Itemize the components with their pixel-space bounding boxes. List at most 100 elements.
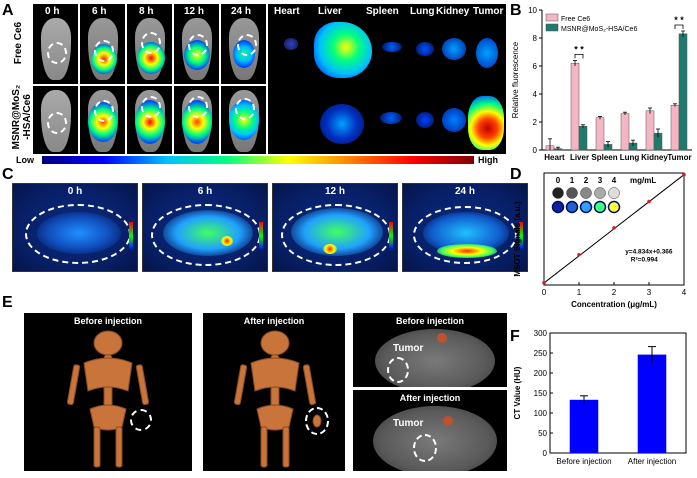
panel-label-e: E <box>2 294 13 311</box>
y-tick-label: 6 <box>533 62 538 71</box>
x-tick-label: Kidney <box>641 153 668 162</box>
y-tick-label: 0 <box>533 146 538 155</box>
x-tick-label: Liver <box>570 153 589 162</box>
significance-label: * * <box>674 15 684 25</box>
organ-label-liver: Liver <box>318 6 342 17</box>
time-label: 24 h <box>231 6 252 17</box>
x-tick-label: Spleen <box>591 153 617 162</box>
row-label-msnr-1: MSNR@MoS₂ <box>11 84 22 150</box>
data-point <box>577 252 581 257</box>
inset-phantom-heat <box>593 200 607 214</box>
y-tick-label: 300 <box>534 329 548 338</box>
x-tick-label: 4 <box>682 288 687 297</box>
panel-label-d: D <box>510 166 522 183</box>
bar <box>570 62 580 151</box>
time-label: 0 h <box>45 6 60 17</box>
inset-phantom-gray <box>552 187 564 199</box>
ct-slice-before: Before injection Tumor <box>353 313 507 387</box>
inset-phantom-gray <box>594 187 606 199</box>
ex-vivo-organ-image: Heart Liver Spleen Lung Kidney Tumor <box>268 4 506 154</box>
time-label: 6 h <box>92 6 107 17</box>
msot-time-label: 12 h <box>324 186 345 197</box>
chart-b-relative-fluorescence: 0 2 4 6 8 10 Relative fluorescence Heart Liver * … <box>511 6 692 162</box>
data-point <box>542 280 546 285</box>
organ-label-spleen: Spleen <box>366 6 399 17</box>
y-tick-label: 0 <box>543 449 548 458</box>
organ-label-kidney: Kidney <box>436 6 470 17</box>
bar <box>620 113 630 151</box>
y-tick-label: 50 <box>538 429 547 438</box>
fit-r2: R²=0.994 <box>631 257 658 264</box>
bar <box>595 117 605 151</box>
legend-label: MSNR@MoS₂-HSA/Ce6 <box>561 26 637 33</box>
x-tick-label: Lung <box>620 153 640 162</box>
colorbar-high-label: High <box>478 155 498 165</box>
y-tick-label: 8 <box>533 34 538 43</box>
ct-3d-image-before: Before injection <box>24 313 192 471</box>
msot-image-24h: 24 h <box>402 183 528 272</box>
inset-phantom-heat <box>565 200 579 214</box>
x-tick-label: Tumor <box>667 153 691 162</box>
skeleton-render-after <box>233 330 322 468</box>
whole-body-image-msnr-0h <box>33 86 78 154</box>
legend-swatch <box>545 13 559 22</box>
msot-image-0h: 0 h <box>12 183 138 272</box>
inset-phantom-heat <box>579 200 593 214</box>
whole-body-image-msnr-8h <box>127 86 172 154</box>
inset-phantom-heat <box>607 200 621 214</box>
msot-time-label: 24 h <box>454 186 475 197</box>
ct-slice-after: After injection Tumor <box>353 390 507 471</box>
intensity-colorbar <box>42 156 474 164</box>
ct-slice-title-after: After injection <box>399 393 461 403</box>
whole-body-image-free-ce6-24h: 24 h <box>221 4 266 84</box>
y-axis-label: Relative fluorescence <box>511 41 520 118</box>
y-tick-label: 200 <box>534 369 548 378</box>
inset-concentration-label: 3 <box>598 176 603 185</box>
whole-body-image-free-ce6-6h: 6 h <box>80 4 125 84</box>
ct-slice-title-before: Before injection <box>395 316 464 326</box>
y-tick-label: 4 <box>533 90 538 99</box>
inset-concentration-label: 4 <box>612 176 617 185</box>
row-label-msnr-2: -HSA/Ce6 <box>22 94 33 140</box>
time-label: 8 h <box>139 6 154 17</box>
x-axis-label: Concentration (μg/mL) <box>571 300 657 309</box>
tumor-label-after: Tumor <box>393 418 424 429</box>
y-tick-label: 150 <box>534 389 548 398</box>
whole-body-image-msnr-12h <box>174 86 219 154</box>
x-tick-label: Heart <box>544 153 565 162</box>
panel-label-c: C <box>2 166 14 183</box>
tumor-label-before: Tumor <box>393 343 424 354</box>
time-label: 12 h <box>184 6 205 17</box>
legend-label: Free Ce6 <box>561 16 590 23</box>
row-label-free-ce6: Free Ce6 <box>13 21 24 65</box>
inset-phantom-heat <box>551 200 565 214</box>
x-tick-label: 3 <box>647 288 652 297</box>
msot-time-label: 6 h <box>197 186 213 197</box>
whole-body-image-free-ce6-0h: 0 h <box>33 4 78 84</box>
y-tick-label: 2 <box>533 118 538 127</box>
x-tick-label: After injection <box>628 457 676 466</box>
y-axis-label: CT Value (HU) <box>513 366 522 419</box>
data-point <box>682 172 686 177</box>
whole-body-image-msnr-24h <box>221 86 266 154</box>
whole-body-image-msnr-6h <box>80 86 125 154</box>
bar <box>670 104 680 151</box>
inset-phantom-gray <box>580 187 592 199</box>
bar <box>645 110 655 151</box>
bar <box>569 399 599 453</box>
legend-swatch <box>545 23 559 32</box>
organ-label-tumor: Tumor <box>473 6 504 17</box>
data-point <box>612 226 616 230</box>
x-tick-label: 2 <box>612 288 617 297</box>
whole-body-image-free-ce6-12h: 12 h <box>174 4 219 84</box>
msot-image-12h: 12 h <box>272 183 398 272</box>
x-tick-label: 1 <box>577 288 582 297</box>
chart-f-ct-value: 0 50 100 150 200 250 300 CT Value (HU) Before in… <box>513 329 687 466</box>
significance-label: * * <box>574 44 584 54</box>
y-tick-label: 250 <box>534 349 548 358</box>
inset-unit-label: mg/mL <box>630 176 656 185</box>
inset-concentration-label: 2 <box>584 176 589 185</box>
whole-body-image-free-ce6-8h: 8 h <box>127 4 172 84</box>
y-axis-label: MSOT Signals (a.u.) <box>513 201 522 276</box>
